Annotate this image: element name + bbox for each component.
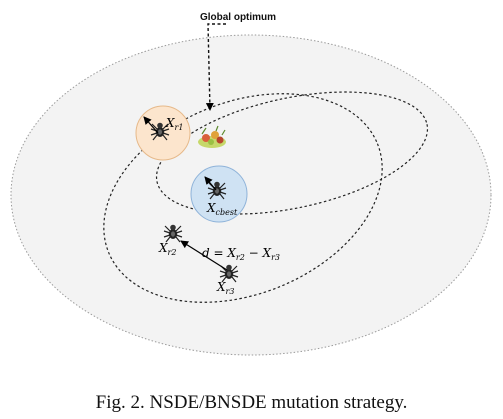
xcbest-move-arrow [204,176,217,191]
difference-vector-arrow [180,240,228,271]
inner-contour [155,91,429,215]
global-optimum-label: Global optimum [200,12,276,23]
xr3-label: Xr3 [216,280,234,296]
outer-search-region [10,34,492,356]
xr1-label: Xr1 [165,116,183,132]
figure-caption: Fig. 2. NSDE/BNSDE mutation strategy. [95,392,408,413]
global-optimum-pointer-arrow [205,23,226,111]
xr2-label: Xr2 [158,241,176,257]
global-optimum-icon [198,125,226,148]
xr1-move-arrow [143,116,159,134]
xcbest-label: Xcbest [206,201,238,217]
difference-vector-label: d = Xr2 − Xr3 [202,246,280,262]
